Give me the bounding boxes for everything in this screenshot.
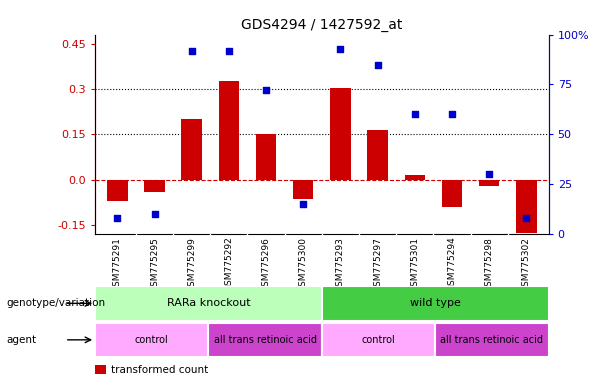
Text: GSM775298: GSM775298 <box>485 237 493 291</box>
Bar <box>95 286 322 321</box>
Bar <box>322 323 435 357</box>
Point <box>335 45 345 51</box>
Bar <box>293 180 313 199</box>
Text: all trans retinoic acid: all trans retinoic acid <box>440 335 544 345</box>
Text: GSM775292: GSM775292 <box>224 237 234 291</box>
Text: GSM775295: GSM775295 <box>150 237 159 291</box>
Text: GSM775301: GSM775301 <box>410 237 419 292</box>
Bar <box>144 180 165 192</box>
Text: GSM775297: GSM775297 <box>373 237 382 291</box>
Bar <box>95 365 107 374</box>
Text: RARa knockout: RARa knockout <box>167 298 250 308</box>
Text: GSM775293: GSM775293 <box>336 237 345 291</box>
Text: GSM775300: GSM775300 <box>299 237 308 292</box>
Text: transformed count: transformed count <box>111 365 208 375</box>
Text: GSM775296: GSM775296 <box>262 237 270 291</box>
Point <box>522 215 531 221</box>
Text: wild type: wild type <box>410 298 460 308</box>
Bar <box>405 175 425 180</box>
Text: GSM775294: GSM775294 <box>447 237 457 291</box>
Title: GDS4294 / 1427592_at: GDS4294 / 1427592_at <box>241 18 403 32</box>
Point <box>410 111 420 118</box>
Bar <box>322 286 549 321</box>
Bar <box>208 323 322 357</box>
Bar <box>219 81 239 180</box>
Text: genotype/variation: genotype/variation <box>6 298 105 308</box>
Bar <box>516 180 536 233</box>
Bar <box>256 134 276 180</box>
Bar <box>95 323 208 357</box>
Text: control: control <box>362 335 395 345</box>
Point <box>484 171 494 177</box>
Text: GSM775299: GSM775299 <box>187 237 196 291</box>
Bar <box>330 88 351 180</box>
Text: all trans retinoic acid: all trans retinoic acid <box>213 335 317 345</box>
Point <box>299 201 308 207</box>
Bar <box>442 180 462 207</box>
Point <box>373 61 383 68</box>
Bar <box>479 180 500 186</box>
Bar <box>107 180 128 201</box>
Bar <box>367 130 388 180</box>
Point <box>261 88 271 94</box>
Point <box>224 48 234 54</box>
Point <box>112 215 122 221</box>
Text: agent: agent <box>6 335 36 345</box>
Bar <box>181 119 202 180</box>
Text: control: control <box>135 335 169 345</box>
Text: GSM775291: GSM775291 <box>113 237 122 291</box>
Bar <box>435 323 549 357</box>
Point <box>150 211 159 217</box>
Point <box>447 111 457 118</box>
Point <box>187 48 197 54</box>
Text: GSM775302: GSM775302 <box>522 237 531 291</box>
